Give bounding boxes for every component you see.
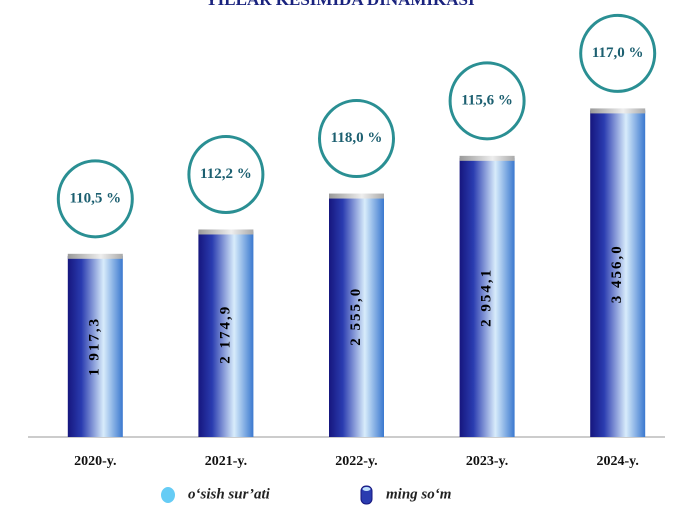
- bar: [198, 231, 254, 437]
- growth-label: 118,0 %: [331, 130, 383, 146]
- growth-marker: [56, 159, 134, 239]
- legend-swatch: [161, 487, 175, 503]
- bar-cap: [198, 229, 254, 235]
- legend-label: o‘sish sur’ati: [188, 486, 271, 502]
- x-tick-label: 2024-y.: [597, 454, 639, 469]
- bar: [329, 195, 384, 437]
- bar: [67, 255, 123, 437]
- growth-label: 117,0 %: [592, 45, 644, 61]
- x-tick-label: 2020-y.: [74, 454, 116, 469]
- legend: o‘sish sur’ati ming so‘m: [161, 485, 451, 505]
- legend-swatch: [360, 485, 373, 505]
- bar-cap: [329, 193, 384, 199]
- bar: [459, 157, 515, 437]
- bar-cap: [459, 155, 515, 161]
- growth-label: 110,5 %: [69, 190, 121, 206]
- growth-marker: [579, 13, 657, 93]
- growth-marker: [318, 99, 395, 179]
- bar-value-label: 1 917,3: [87, 317, 103, 376]
- growth-marker: [187, 134, 265, 214]
- legend-swatch-cap: [362, 487, 371, 491]
- bar-value-label: 2 954,1: [479, 268, 495, 327]
- bar-value-label: 2 555,0: [348, 287, 364, 346]
- growth-marker: [448, 61, 526, 141]
- x-tick-label: 2021-y.: [205, 454, 247, 469]
- bar-value-label: 2 174,9: [217, 305, 233, 364]
- chart-title: YILLAR KESIMIDA DINAMIKASI: [205, 0, 475, 9]
- bar-cap: [67, 253, 123, 259]
- growth-label: 112,2 %: [200, 166, 252, 182]
- bar: [590, 110, 646, 438]
- bar-cap: [590, 108, 646, 114]
- x-tick-label: 2023-y.: [466, 454, 508, 469]
- bar-value-label: 3 456,0: [609, 244, 625, 303]
- growth-label: 115,6 %: [461, 92, 513, 108]
- legend-label: ming so‘m: [386, 486, 451, 502]
- x-tick-label: 2022-y.: [335, 454, 377, 469]
